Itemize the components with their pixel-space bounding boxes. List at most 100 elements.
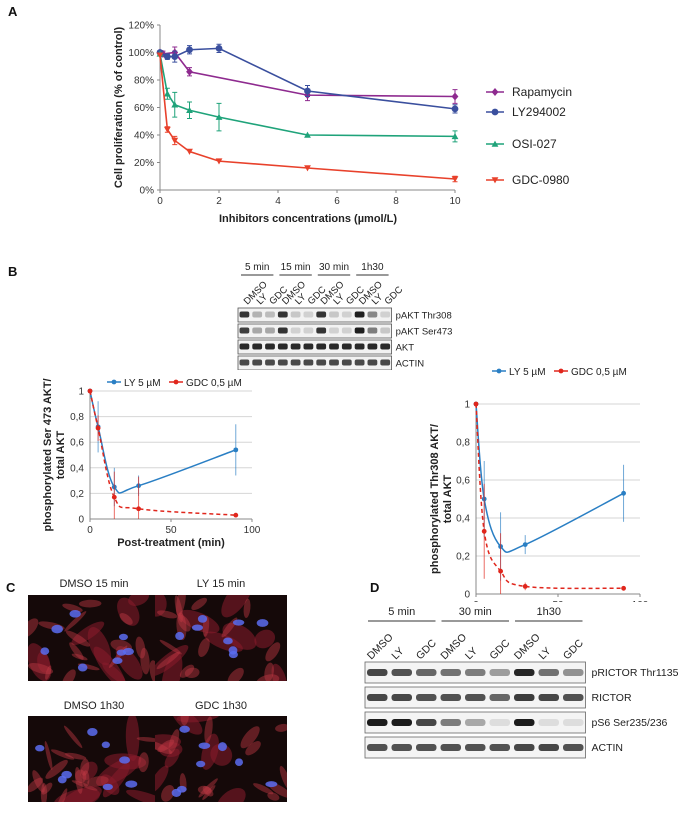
nucleus-stain [198,742,211,749]
chart-b1-ytick-label: 0,6 [70,438,84,449]
cytoplasm-stain [179,664,195,678]
blot-b-band [316,359,327,366]
blot-d-band [391,694,412,701]
micrograph-4 [155,716,287,802]
cytoplasm-stain [53,788,101,802]
cytoplasm-stain [176,595,186,617]
cytoplasm-stain [71,780,98,791]
chart-b2-xtick-label: 50 [552,600,564,602]
cytoplasm-stain [168,729,180,754]
cytoplasm-stain [87,776,109,787]
blot-d-band [367,694,388,701]
nucleus-stain [101,741,110,749]
blot-d-band [440,744,461,751]
nucleus-stain [179,725,190,733]
blot-d-band [514,694,535,701]
chart-a-ytick-label: 60% [134,103,154,114]
blot-d-band [489,719,510,726]
blot-b-band [265,343,275,350]
cytoplasm-stain [69,642,84,660]
blot-b-band [239,327,250,334]
cytoplasm-stain [155,765,169,793]
cytoplasm-stain [265,642,281,662]
blot-b-band [329,327,339,334]
cytoplasm-stain [119,613,133,625]
nucleus-stain [228,650,238,659]
western-blot-b: 5 min 15 min 30 min 1h30DMSOLYGDCDMSOLYGDCD… [237,262,453,370]
cytoplasm-stain [245,741,261,756]
cytoplasm-stain [155,645,189,677]
chart-b2-legend-label: GDC 0,5 µM [571,367,627,378]
chart-b1-ytick-label: 0,8 [70,412,84,423]
cell-field [28,716,160,802]
nucleus-stain [223,637,233,645]
chart-a-legend-label: LY294002 [512,105,566,119]
blot-d-band [367,744,388,751]
blot-d-band [367,669,388,676]
blot-d-row-label: pRICTOR Thr1135 [592,667,679,679]
chart-a-legend-marker [491,108,499,116]
blot-b-row-label: ACTIN [396,359,425,370]
chart-a-xtick-label: 2 [216,196,222,207]
chart-b2-point [481,528,487,534]
chart-b1-point [233,447,239,453]
cytoplasm-stain [197,785,212,795]
blot-b-band [341,359,352,366]
cytoplasm-stain [161,785,175,802]
chart-a-legend-label: Rapamycin [512,85,572,99]
blot-d-timepoint: 1h30 [537,606,561,618]
cytoplasm-stain [202,785,216,800]
blot-b-band [277,311,288,318]
chart-a-point [171,101,179,108]
blot-d-row-label: ACTIN [592,742,624,754]
panel-label-d: D [370,580,380,595]
cytoplasm-stain [191,597,208,611]
cytoplasm-stain [171,716,203,735]
cytoplasm-stain [240,726,260,749]
blot-b-band [354,311,365,318]
blot-b-strip [237,307,393,323]
chart-a-point [304,131,311,138]
cytoplasm-stain [28,777,44,793]
panel-label-c: C [6,580,16,595]
chart-a-point [186,148,193,155]
cytoplasm-stain [125,716,140,761]
chart-b2-point [498,568,503,574]
blot-d-band [563,694,584,701]
blot-b-row-label: pAKT Ser473 [396,327,453,338]
blot-b-band [380,327,391,334]
blot-d-band [440,719,461,726]
chart-b1-point [111,494,117,500]
chart-a-xtick-label: 6 [334,196,340,207]
blot-d-band [538,744,559,751]
blot-d-band [440,694,461,701]
cytoplasm-stain [271,663,287,681]
chart-a-legend-marker [491,177,499,184]
cytoplasm-stain [62,603,83,613]
chart-a-line-GDC-0980 [159,55,456,180]
chart-a-point [186,67,193,76]
chart-a-point [186,106,193,113]
nucleus-stain [217,742,227,752]
blot-b-band [354,359,365,366]
cytoplasm-stain [80,761,98,780]
blot-b-timepoint: 15 min [281,262,311,273]
cytoplasm-stain [264,662,274,681]
cytoplasm-stain [71,653,88,661]
blot-d-band [416,669,437,676]
blot-b-strip [237,339,393,355]
blot-b-band [316,311,327,318]
blot-b-timepoint: 5 min [245,262,269,273]
cytoplasm-stain [227,667,244,681]
blot-d-band [416,694,437,701]
blot-d-row-label: RICTOR [592,692,632,704]
cytoplasm-stain [254,629,276,649]
blot-b-band [252,311,263,318]
nucleus-stain [196,760,206,768]
cytoplasm-stain [28,618,39,638]
chart-b2-point [621,585,626,591]
cytoplasm-stain [177,614,191,632]
blot-d-lane-label: GDC [487,637,512,662]
